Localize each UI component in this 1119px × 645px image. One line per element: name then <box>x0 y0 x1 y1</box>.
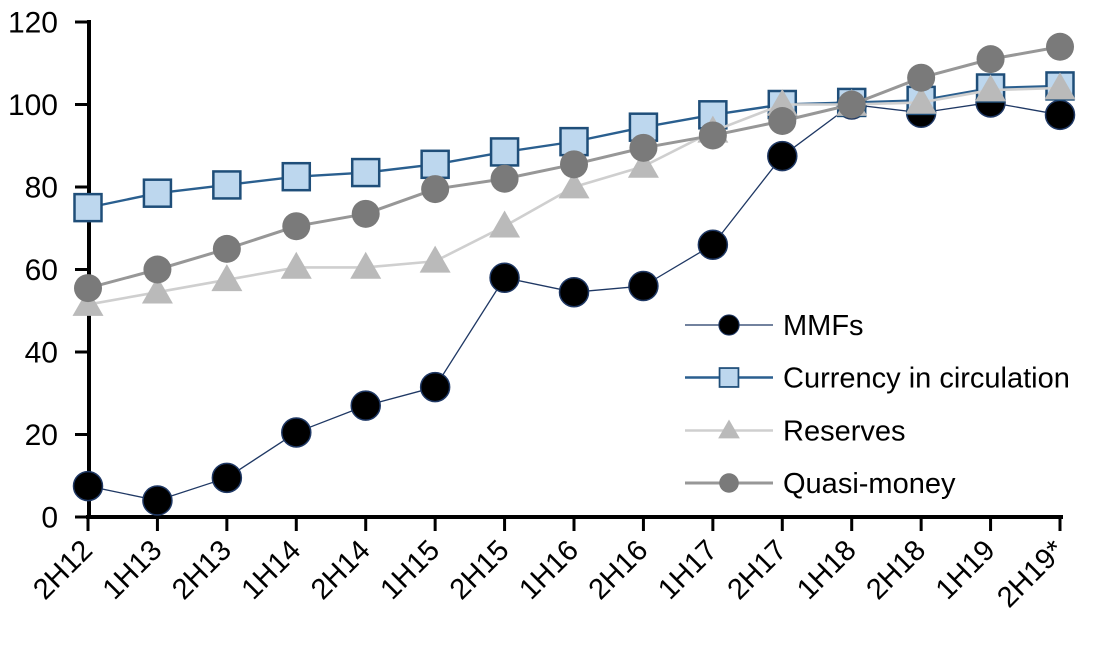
data-point-marker <box>72 288 104 316</box>
data-point-marker <box>211 264 243 292</box>
data-point-marker <box>350 251 382 279</box>
data-point-marker <box>282 212 311 241</box>
x-tick-label: 2H13 <box>166 534 238 606</box>
y-tick-label: 20 <box>25 419 58 452</box>
y-axis: 0 20 40 60 80 100 120 <box>8 7 91 535</box>
x-tick-label: 2H14 <box>305 534 377 606</box>
legend-item-reserves: Reserves <box>685 416 906 448</box>
data-point-marker <box>975 74 1007 102</box>
x-tick-label: 2H16 <box>583 534 655 606</box>
data-point-marker <box>629 133 658 162</box>
x-tick-label: 2H19* <box>991 534 1071 614</box>
x-tick-label: 1H17 <box>652 534 724 606</box>
x-tick-label: 2H15 <box>444 534 516 606</box>
x-tick-label: 2H18 <box>860 534 932 606</box>
x-tick-label: 1H18 <box>791 534 863 606</box>
series-mmfs <box>72 87 1076 516</box>
x-tick-label: 1H16 <box>513 534 585 606</box>
legend-marker <box>719 473 739 493</box>
data-point-marker <box>560 150 588 179</box>
data-point-marker <box>558 276 590 308</box>
y-tick-label: 60 <box>25 254 58 287</box>
data-point-marker <box>281 417 312 448</box>
y-tick-label: 100 <box>8 89 58 122</box>
data-point-marker <box>627 150 659 178</box>
data-point-marker <box>905 86 937 114</box>
data-point-marker <box>489 262 520 293</box>
data-point-marker <box>837 90 866 119</box>
data-point-marker <box>490 164 519 193</box>
data-point-marker <box>350 390 381 421</box>
data-point-marker <box>766 88 798 116</box>
series-quasi-money <box>74 32 1074 303</box>
x-tick-label: 2H17 <box>722 534 794 606</box>
data-point-marker <box>281 161 312 192</box>
legend: MMFs Currency in circulation Reserves Quasi… <box>685 310 1070 500</box>
x-tick-label: 1H13 <box>97 534 169 606</box>
y-tick-label: 120 <box>8 7 58 40</box>
legend-item-currency-in-circulation: Currency in circulation <box>685 363 1070 395</box>
data-point-marker <box>628 270 659 302</box>
data-point-marker <box>1044 72 1076 100</box>
legend-marker <box>718 314 740 336</box>
legend-marker <box>718 367 740 388</box>
data-point-marker <box>142 485 173 516</box>
data-point-marker <box>419 245 451 273</box>
data-point-marker <box>72 470 104 502</box>
data-point-marker <box>489 137 520 167</box>
data-point-marker <box>1044 99 1076 131</box>
legend-label: Currency in circulation <box>783 363 1070 395</box>
data-point-marker <box>141 276 173 304</box>
legend-label: Reserves <box>783 416 906 448</box>
x-tick-label: 2H12 <box>27 534 99 606</box>
data-point-marker <box>351 199 380 228</box>
data-point-marker <box>698 121 727 150</box>
data-point-marker <box>74 274 102 303</box>
data-point-marker <box>211 462 243 494</box>
data-point-marker <box>697 229 729 260</box>
data-point-marker <box>1046 32 1074 61</box>
y-tick-label: 40 <box>25 337 58 370</box>
x-tick-label: 1H19 <box>930 534 1002 606</box>
data-point-marker <box>907 63 936 92</box>
data-point-marker <box>350 157 381 188</box>
data-point-marker <box>280 251 312 279</box>
data-point-marker <box>143 255 172 284</box>
data-point-marker <box>420 149 450 180</box>
legend-item-quasi-money: Quasi-money <box>685 468 956 500</box>
legend-item-mmfs: MMFs <box>685 310 864 342</box>
data-point-marker <box>73 192 103 223</box>
data-point-marker <box>489 210 521 238</box>
y-tick-label: 0 <box>41 502 58 535</box>
data-point-marker <box>419 371 451 403</box>
legend-marker <box>718 419 740 439</box>
legend-label: MMFs <box>783 310 864 342</box>
data-point-marker <box>421 175 450 204</box>
data-point-marker <box>558 171 590 199</box>
x-tick-label: 1H14 <box>236 534 308 606</box>
data-point-marker <box>768 107 797 135</box>
x-axis: 2H121H132H131H142H141H152H151H162H161H17… <box>27 515 1071 614</box>
data-point-marker <box>142 178 173 208</box>
data-point-marker <box>212 234 241 263</box>
x-tick-label: 1H15 <box>374 534 446 606</box>
data-point-marker <box>767 140 798 172</box>
y-tick-label: 80 <box>25 172 58 205</box>
data-point-marker <box>976 45 1005 74</box>
data-point-marker <box>212 170 242 200</box>
legend-label: Quasi-money <box>783 468 956 500</box>
